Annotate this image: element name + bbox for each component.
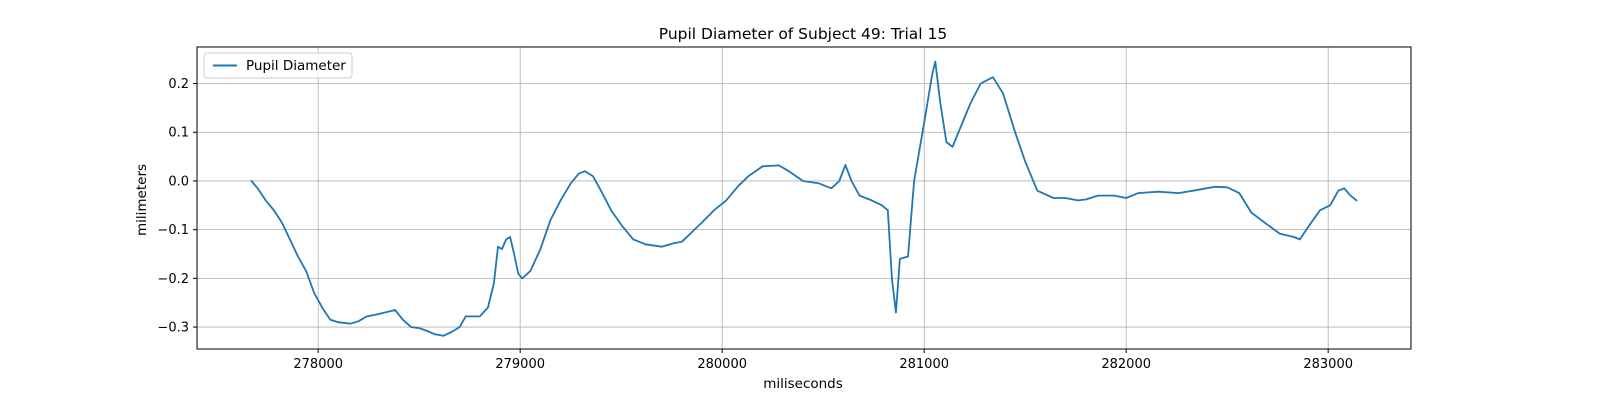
series-layer [250, 60, 1358, 337]
y-tick-label: 0.0 [168, 174, 189, 189]
y-tick-label: −0.1 [157, 223, 189, 238]
y-tick-label: 0.1 [168, 126, 189, 141]
x-tick-label: 278000 [293, 357, 343, 372]
x-tick-label: 281000 [899, 357, 949, 372]
x-tick-label: 282000 [1101, 357, 1151, 372]
axis-ticks: 278000 279000 280000 281000 282000 283000 −0.3… [157, 77, 1353, 372]
legend: Pupil Diameter [203, 52, 353, 79]
series-line-pupil-diameter [250, 60, 1358, 337]
legend-label: Pupil Diameter [246, 58, 346, 74]
x-tick-label: 280000 [697, 357, 747, 372]
legend-box [203, 52, 353, 79]
x-tick-label: 279000 [495, 357, 545, 372]
y-tick-label: −0.2 [157, 272, 189, 287]
y-axis-title: milimeters [134, 164, 150, 236]
x-axis-title: miliseconds [763, 376, 843, 392]
chart-title: Pupil Diameter of Subject 49: Trial 15 [659, 25, 948, 43]
y-tick-label: 0.2 [168, 77, 189, 92]
plot-frame [196, 46, 1412, 350]
x-tick-label: 283000 [1303, 357, 1353, 372]
y-tick-label: −0.3 [157, 321, 189, 336]
